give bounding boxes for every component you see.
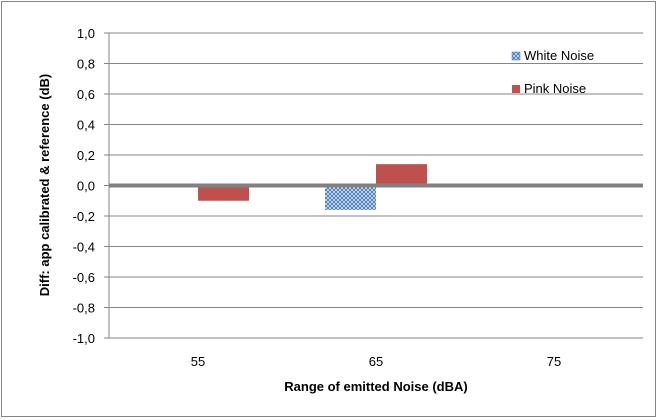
- y-tick-label: 0,4: [77, 118, 95, 133]
- y-tick-label: -0,2: [73, 209, 95, 224]
- y-tick-label: 1,0: [77, 26, 95, 41]
- legend-white-noise-swatch: [511, 51, 521, 61]
- bar-pink-noise-55: [198, 185, 249, 201]
- y-tick-label: -1,0: [73, 331, 95, 346]
- x-axis-title: Range of emitted Noise (dBA): [284, 379, 467, 394]
- y-tick-label: -0,4: [73, 240, 95, 255]
- bar-white-noise-65: [325, 185, 376, 210]
- y-tick-label: -0,6: [73, 270, 95, 285]
- y-tick-label: 0,8: [77, 57, 95, 72]
- legend-white-noise-label: White Noise: [524, 48, 594, 63]
- legend-pink-noise-swatch: [512, 85, 520, 93]
- y-tick-label: 0,0: [77, 179, 95, 194]
- y-tick-label: 0,2: [77, 148, 95, 163]
- legend: White Noise Pink Noise: [511, 48, 594, 96]
- x-tick-label: 75: [547, 354, 561, 369]
- legend-pink-noise-label: Pink Noise: [524, 81, 586, 96]
- x-tick-label: 55: [191, 354, 205, 369]
- bar-pink-noise-65: [376, 164, 427, 186]
- y-axis-title: Diff: app calibrated & reference (dB): [37, 74, 52, 297]
- y-tick-label: -0,8: [73, 301, 95, 316]
- x-tick-label: 65: [369, 354, 383, 369]
- y-tick-label: 0,6: [77, 87, 95, 102]
